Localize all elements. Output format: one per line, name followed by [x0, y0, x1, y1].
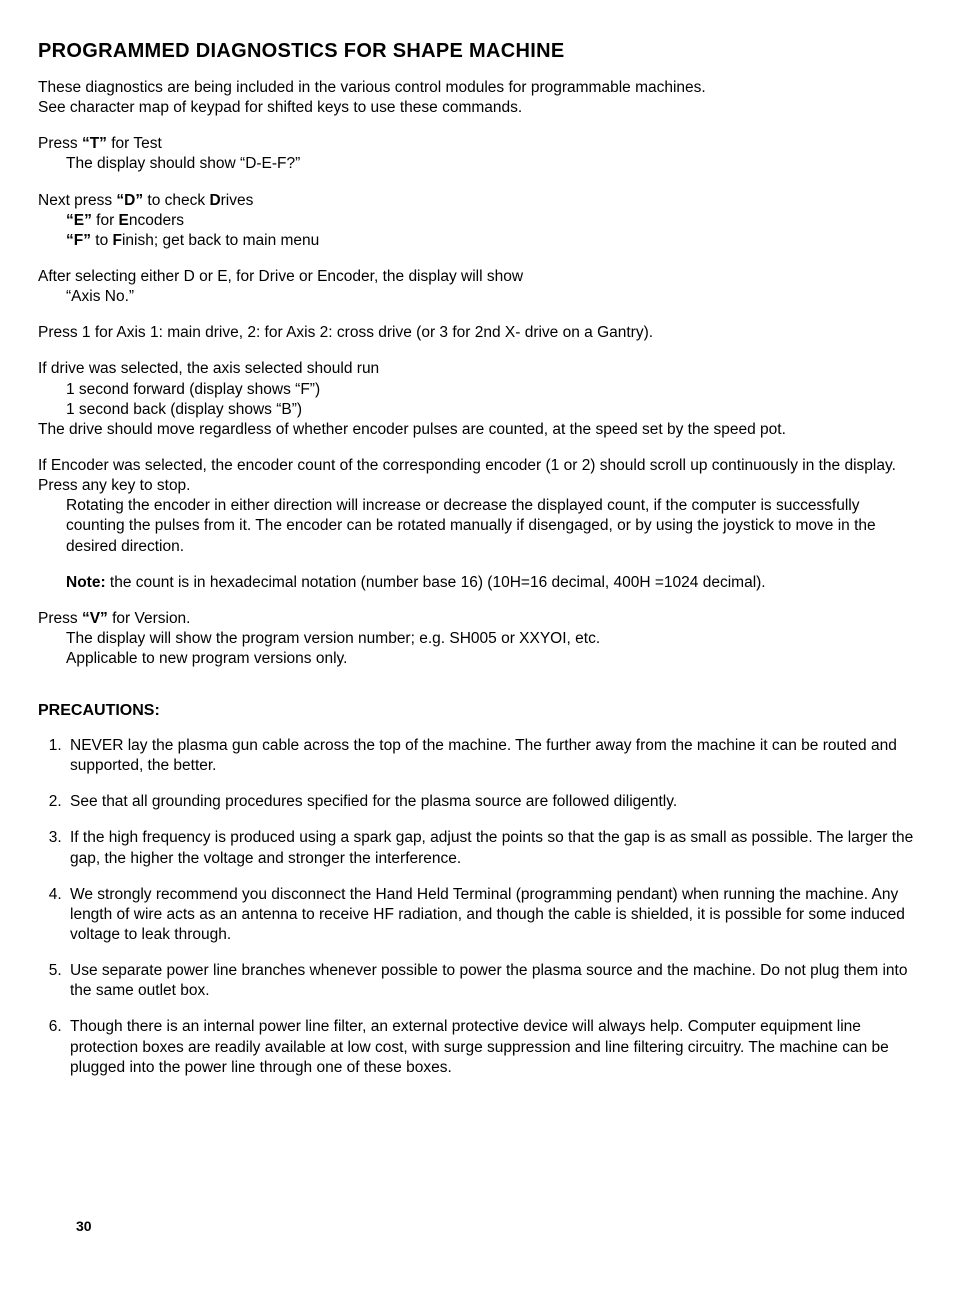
next-line-e: “E” for Encoders	[38, 211, 184, 231]
after-select-2: “Axis No.”	[38, 287, 134, 307]
drive-sel-3: 1 second back (display shows “B”)	[38, 400, 302, 420]
key-f: “F”	[66, 232, 91, 249]
key-e: “E”	[66, 212, 92, 229]
encoder-select-1: If Encoder was selected, the encoder cou…	[38, 456, 916, 496]
drive-sel-2: 1 second forward (display shows “F”)	[38, 380, 320, 400]
document-page: PROGRAMMED DIAGNOSTICS FOR SHAPE MACHINE…	[38, 38, 916, 1273]
text: to	[91, 232, 113, 249]
next-block: Next press “D” to check Drives “E” for E…	[38, 191, 916, 251]
after-select-1: After selecting either D or E, for Drive…	[38, 268, 523, 285]
text: for Test	[107, 135, 162, 152]
precautions-list: NEVER lay the plasma gun cable across th…	[38, 736, 916, 1078]
note-text: the count is in hexadecimal notation (nu…	[106, 574, 766, 591]
next-line-f: “F” to Finish; get back to main menu	[38, 231, 319, 251]
drive-select-block: If drive was selected, the axis selected…	[38, 359, 916, 440]
text: Press	[38, 610, 82, 627]
press-axis: Press 1 for Axis 1: main drive, 2: for A…	[38, 323, 916, 343]
key-d: “D”	[116, 192, 143, 209]
drive-sel-1: If drive was selected, the axis selected…	[38, 360, 379, 377]
text: ncoders	[129, 212, 184, 229]
next-line-1: Next press “D” to check Drives	[38, 192, 253, 209]
text: for Version.	[108, 610, 191, 627]
precautions-heading: PRECAUTIONS:	[38, 701, 916, 722]
version-line-2: The display will show the program versio…	[38, 629, 600, 649]
text: to check	[143, 192, 209, 209]
text: for	[92, 212, 119, 229]
test-block: Press “T” for Test The display should sh…	[38, 134, 916, 174]
drive-sel-4: The drive should move regardless of whet…	[38, 421, 786, 438]
after-select-block: After selecting either D or E, for Drive…	[38, 267, 916, 307]
key-t: “T”	[82, 135, 107, 152]
note-line: Note: the count is in hexadecimal notati…	[38, 573, 916, 593]
text: rives	[221, 192, 254, 209]
text: Next press	[38, 192, 116, 209]
precaution-item: See that all grounding procedures specif…	[66, 792, 916, 812]
bold-f: F	[113, 232, 122, 249]
precaution-item: Though there is an internal power line f…	[66, 1017, 916, 1077]
version-line-1: Press “V” for Version.	[38, 610, 191, 627]
bold-e: E	[119, 212, 129, 229]
version-line-3: Applicable to new program versions only.	[38, 649, 347, 669]
note-label: Note:	[66, 574, 106, 591]
intro-line-2: See character map of keypad for shifted …	[38, 99, 522, 116]
text: inish; get back to main menu	[122, 232, 319, 249]
key-v: “V”	[82, 610, 108, 627]
intro-paragraph: These diagnostics are being included in …	[38, 78, 916, 118]
bold-d: D	[209, 192, 220, 209]
page-title: PROGRAMMED DIAGNOSTICS FOR SHAPE MACHINE	[38, 38, 916, 64]
page-number: 30	[76, 1217, 92, 1235]
intro-line-1: These diagnostics are being included in …	[38, 79, 706, 96]
precaution-item: Use separate power line branches wheneve…	[66, 961, 916, 1001]
precaution-item: If the high frequency is produced using …	[66, 828, 916, 868]
version-block: Press “V” for Version. The display will …	[38, 609, 916, 669]
precaution-item: We strongly recommend you disconnect the…	[66, 885, 916, 945]
precaution-item: NEVER lay the plasma gun cable across th…	[66, 736, 916, 776]
encoder-select-2: Rotating the encoder in either direction…	[38, 496, 916, 556]
text: Press	[38, 135, 82, 152]
test-line-2: The display should show “D-E-F?”	[38, 154, 300, 174]
test-line-1: Press “T” for Test	[38, 135, 162, 152]
